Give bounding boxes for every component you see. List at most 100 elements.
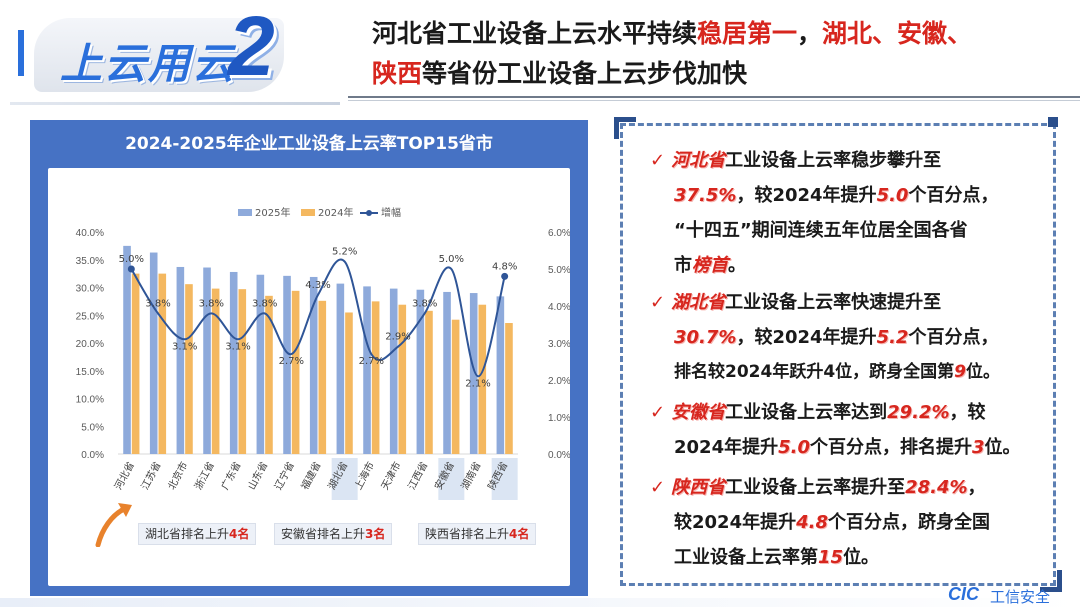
bullet-hubei: ✓ 湖北省工业设备上云率快速提升至 30.7%，较2024年提升5.2个百分点， … <box>650 285 1050 390</box>
growth-marker <box>127 265 135 273</box>
header-logo-underline <box>10 102 340 105</box>
bar-2025 <box>496 296 505 454</box>
bullet-text: 个百分点，排名提升 <box>810 437 972 458</box>
rank-note-suffix: 名 <box>237 527 250 541</box>
y-left-tick-label: 30.0% <box>76 284 104 295</box>
title-underline <box>348 96 1080 98</box>
bullet-text: ，较2024年提升 <box>736 327 877 348</box>
x-tick-label: 江西省 <box>405 459 431 492</box>
bar-2025 <box>363 286 371 454</box>
bullet-text: 位。 <box>984 437 1021 458</box>
bullet-province: 河北省 <box>671 150 726 171</box>
legend-label: 2025年 <box>255 206 290 219</box>
bullet-value: 9 <box>954 362 966 382</box>
bullet-value: 28.4% <box>905 477 968 498</box>
growth-value-label: 5.0% <box>119 254 144 265</box>
bar-2025 <box>389 288 398 454</box>
bullet-text: 位。 <box>966 362 1000 382</box>
bullet-value: 3 <box>972 437 985 458</box>
bullet-text: 位。 <box>843 547 880 568</box>
growth-value-label: 3.8% <box>199 298 224 309</box>
bar-2024 <box>185 284 193 454</box>
x-tick-label: 福建省 <box>298 459 324 492</box>
rank-note-number: 4 <box>509 527 518 541</box>
bullet-text: 工业设备上云率达到 <box>725 402 888 423</box>
bar-2025 <box>469 293 478 454</box>
rank-note-shaanxi: 陕西省排名上升4名 <box>418 523 537 545</box>
rank-note-number: 4 <box>229 527 238 541</box>
footer-text: 工信安全 <box>990 588 1051 606</box>
highlight-category-box <box>331 458 358 500</box>
growth-value-label: 4.8% <box>492 261 517 272</box>
bullet-text: 。 <box>728 255 746 276</box>
x-tick-label: 江苏省 <box>138 459 164 492</box>
growth-value-label: 2.9% <box>385 332 410 343</box>
x-tick-label: 辽宁省 <box>271 459 297 492</box>
growth-value-label: 3.8% <box>412 298 437 309</box>
bar-2024 <box>505 323 513 454</box>
bullet-text: 个百分点， <box>908 185 999 206</box>
bullet-text: ，较2024年提升 <box>736 185 877 206</box>
chart-panel: 2024-2025年企业工业设备上云率TOP15省市 0.0% 5.0% 10.0%… <box>30 120 588 596</box>
growth-value-label: 2.7% <box>279 356 304 367</box>
section-logo-background <box>34 18 284 92</box>
bar-2025 <box>416 289 425 454</box>
bullet-anhui: ✓ 安徽省工业设备上云率达到29.2%，较 2024年提升5.0个百分点，排名提升… <box>650 395 1050 465</box>
bullet-text: 个百分点， <box>908 327 999 348</box>
growth-arrow-icon <box>95 503 132 547</box>
x-tick-label: 天津市 <box>378 459 404 492</box>
check-icon: ✓ <box>650 150 666 171</box>
bullet-text: ， <box>967 477 986 498</box>
bullet-value: 5.0 <box>876 185 909 206</box>
bar-2024 <box>131 273 140 454</box>
title-text-1: 河北省工业设备上云水平持续 <box>372 19 698 48</box>
x-tick-label: 广东省 <box>218 459 244 492</box>
legend-label: 2024年 <box>318 206 353 219</box>
bar-2024 <box>371 301 380 454</box>
bar-2024 <box>478 304 487 454</box>
bullet-text: 2024年提升 <box>674 437 779 458</box>
bullet-value: 30.7% <box>674 327 737 348</box>
y-right-tick-label: 1.0% <box>548 413 570 424</box>
bullet-province: 安徽省 <box>671 402 726 423</box>
title-underline-thin <box>348 100 1080 101</box>
growth-value-label: 3.8% <box>252 298 277 309</box>
x-tick-label: 北京市 <box>165 459 191 492</box>
bottom-band <box>0 598 1080 607</box>
section-logo-number: 2 <box>228 0 275 93</box>
bar-2025 <box>256 274 265 454</box>
bullet-text: 个百分点，跻身全国 <box>828 512 990 533</box>
bar-2025 <box>176 266 185 454</box>
y-right-tick-label: 3.0% <box>548 339 570 350</box>
bullet-value: 5.2 <box>876 327 909 348</box>
bar-2024 <box>158 273 167 454</box>
bar-2024 <box>318 300 327 454</box>
bar-2025 <box>336 283 345 454</box>
bar-2025 <box>229 271 238 454</box>
bullet-shaanxi: ✓ 陕西省工业设备上云率提升至28.4%， 较2024年提升4.8个百分点，跻身全… <box>650 470 1050 575</box>
bullet-province: 湖北省 <box>671 292 726 313</box>
footer-logo: CIC <box>948 584 979 604</box>
bar-2025 <box>443 291 451 454</box>
rank-note-label: 安徽省排名上升 <box>281 527 366 541</box>
bullet-text: 工业设备上云率快速提升至 <box>725 292 942 313</box>
header-accent-bar <box>18 30 24 76</box>
bullet-value: 37.5% <box>674 185 737 206</box>
y-left-tick-label: 0.0% <box>81 450 104 461</box>
chart-area: 0.0% 5.0% 10.0% 15.0% 20.0% 25.0% 30.0% 35.0% 40… <box>48 168 570 586</box>
chart-title: 2024-2025年企业工业设备上云率TOP15省市 <box>125 134 493 154</box>
y-right-tick-label: 6.0% <box>548 228 570 239</box>
rank-note-label: 陕西省排名上升 <box>425 527 510 541</box>
rank-note-suffix: 名 <box>373 527 386 541</box>
growth-value-label: 3.1% <box>172 341 197 352</box>
growth-value-label: 3.1% <box>225 341 250 352</box>
bullet-text: 排名较2024年跃升4位，跻身全国第 <box>674 362 955 382</box>
y-left-tick-label: 5.0% <box>81 422 104 433</box>
bullet-value: 5.0 <box>778 437 810 458</box>
x-tick-label: 河北省 <box>111 459 137 492</box>
bullet-text: ，较 <box>949 402 986 423</box>
y-left-tick-label: 35.0% <box>76 256 104 267</box>
bar-2024 <box>265 295 273 454</box>
check-icon: ✓ <box>650 292 666 313</box>
y-right-tick-label: 0.0% <box>548 450 570 461</box>
